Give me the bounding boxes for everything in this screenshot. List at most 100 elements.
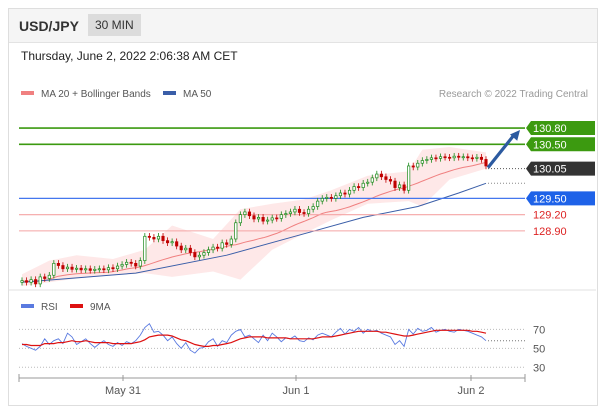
candle — [138, 257, 142, 270]
candle — [434, 154, 438, 162]
candle — [416, 159, 420, 171]
candle-body — [161, 235, 165, 241]
candle — [102, 265, 106, 274]
candle — [115, 262, 120, 273]
price-legend: MA 20 + Bollinger Bands MA 50 — [21, 89, 212, 100]
candle-body — [56, 263, 60, 266]
candle — [329, 194, 333, 202]
candle-body — [120, 264, 124, 267]
candle — [143, 233, 147, 264]
rsi-9ma-line — [22, 329, 487, 347]
candle — [370, 174, 374, 186]
candle-body — [97, 268, 101, 271]
candle — [366, 178, 370, 187]
candle — [134, 260, 138, 270]
forecast-arrow-head — [509, 130, 520, 141]
candle — [316, 197, 320, 210]
candle — [238, 211, 242, 227]
candle — [270, 214, 274, 224]
candle — [479, 154, 484, 163]
candle-body — [457, 155, 461, 158]
candle — [466, 153, 470, 162]
support-tag-1: 129.50 — [526, 191, 595, 206]
candle-body — [266, 219, 270, 222]
candle — [429, 154, 433, 163]
candle — [161, 233, 165, 244]
candle-body — [379, 173, 383, 178]
candle-body — [316, 200, 320, 207]
candle-body — [366, 181, 370, 184]
candle — [288, 208, 292, 217]
candle-body — [75, 267, 79, 270]
candle — [129, 259, 133, 267]
candle — [88, 265, 92, 274]
candle — [457, 152, 461, 161]
legend-ma50-label: MA 50 — [183, 89, 212, 100]
candle — [393, 177, 397, 191]
support-tag-2: 129.20 — [533, 210, 567, 222]
candle-body — [111, 267, 115, 270]
support-tag-1-label: 129.50 — [533, 193, 567, 205]
support-tag-3-label: 128.90 — [533, 226, 567, 238]
rsi-layer: 70 50 30 — [19, 323, 545, 374]
candle — [266, 216, 270, 225]
candle — [448, 154, 452, 162]
candle — [311, 203, 315, 213]
candle-body — [166, 240, 170, 244]
candle — [70, 263, 74, 273]
candle-body — [147, 235, 151, 238]
candle — [247, 208, 252, 219]
candle — [484, 156, 488, 170]
candle — [234, 219, 238, 243]
timeframe-badge[interactable]: 30 MIN — [88, 14, 141, 36]
candle-body — [238, 214, 242, 224]
candle — [257, 214, 261, 223]
candle-body — [425, 159, 429, 161]
candle-body — [361, 182, 365, 188]
candle-body — [343, 192, 347, 195]
candle-body — [393, 180, 397, 188]
candle — [320, 195, 324, 205]
candle — [38, 273, 42, 288]
candle — [407, 162, 411, 194]
candle-body — [115, 265, 120, 270]
candle-body — [411, 165, 415, 168]
candle-body — [398, 184, 402, 188]
candle-body — [334, 195, 338, 199]
candle — [261, 214, 265, 225]
candle-body — [79, 267, 83, 271]
candle — [470, 154, 474, 162]
legend-9ma-label: 9MA — [90, 302, 111, 313]
rsi-tick-label-70: 70 — [533, 324, 545, 336]
candle-body — [288, 211, 292, 214]
chart-datetime: Thursday, June 2, 2022 2:06:38 AM CET — [21, 49, 238, 63]
candle-body — [211, 246, 215, 251]
candle-body — [407, 165, 411, 191]
resistance-tag-2: 130.50 — [526, 137, 595, 152]
legend-swatch-rsi — [21, 304, 34, 308]
candle-body — [143, 235, 147, 261]
candle-body — [479, 156, 484, 160]
time-tick-label-3: Jun 2 — [458, 385, 485, 397]
candle-body — [275, 217, 279, 220]
candle — [220, 239, 224, 252]
candle-body — [229, 238, 233, 245]
candle — [175, 238, 179, 250]
candle — [147, 233, 151, 241]
rsi-tick-label-30: 30 — [533, 362, 545, 374]
candle — [202, 249, 206, 259]
candle-body — [125, 261, 129, 265]
candle — [120, 261, 124, 270]
candle-body — [29, 279, 33, 283]
candle-body — [88, 268, 92, 271]
candle — [125, 259, 129, 268]
candle — [452, 152, 456, 162]
candle — [352, 183, 356, 194]
candle-body — [375, 173, 379, 179]
candle — [302, 209, 306, 217]
candle — [297, 205, 302, 216]
candle-body — [184, 247, 188, 251]
candle — [106, 264, 110, 274]
candle-body — [338, 192, 342, 197]
candle-body — [170, 241, 174, 244]
